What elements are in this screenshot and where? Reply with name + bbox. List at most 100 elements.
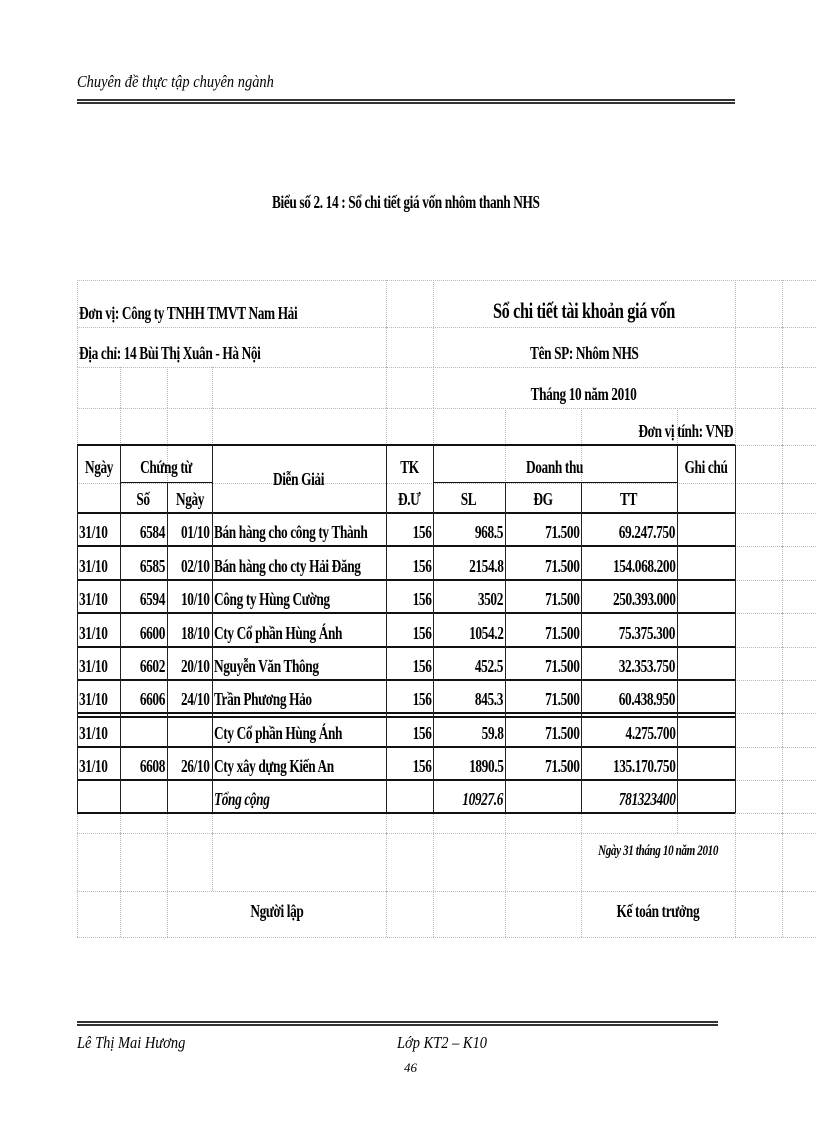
cell-date: 31/10 [79,589,108,609]
cell-amount: 32.353.750 [618,656,676,676]
cell-qty: 452.5 [474,656,503,676]
grid-line [735,833,736,891]
table-border [77,716,735,718]
grid-line [782,546,783,580]
grid-line [581,813,582,833]
cell-no: 6584 [139,522,166,542]
cell-price: 71.500 [544,589,580,609]
grid-line [212,813,213,833]
grid-line [77,833,78,891]
cell-qty: 968.5 [474,522,503,542]
col-price: ĐG [533,489,553,509]
grid-line [433,367,434,408]
grid-line [782,408,783,445]
table-border [77,445,78,813]
grid-line [120,408,121,445]
chief-accountant-label: Kế toán trưởng [616,901,700,921]
grid-line [77,408,78,445]
grid-line [677,408,678,445]
grid-line [433,813,434,833]
grid-line [782,580,783,613]
cell-qty: 3502 [477,589,504,609]
grid-line [505,408,506,445]
grid-line [782,813,783,833]
cell-no: 6594 [139,589,166,609]
cell-vdate: 10/10 [181,589,210,609]
cell-acc: 156 [412,689,431,709]
table-border [77,812,735,814]
cell-amount: 250.393.000 [612,589,675,609]
cell-desc: Trần Phương Hảo [214,689,312,709]
cell-desc: Bán hàng cho công ty Thành [214,522,368,542]
grid-line [505,445,506,483]
grid-line [735,813,736,833]
cell-date: 31/10 [79,623,108,643]
grid-line [77,367,78,408]
cell-price: 71.500 [544,689,580,709]
grid-line [167,891,168,937]
table-border [77,779,735,781]
col-account: TK [400,457,419,477]
cell-amount: 75.375.300 [618,623,676,643]
period: Tháng 10 năm 2010 [531,384,637,404]
grid-line [167,367,168,408]
table-border [77,746,735,748]
footer-author: Lê Thị Mai Hương [77,1033,186,1052]
grid-line [782,513,783,546]
table-border [677,445,678,813]
cell-desc: Cty Cổ phần Hùng Ánh [214,623,343,643]
grid-line [77,367,816,368]
table-border [77,612,735,614]
grid-line [782,713,783,747]
cell-price: 71.500 [544,556,580,576]
table-border [120,482,212,483]
grid-line [167,813,168,833]
grid-line [782,780,783,813]
grid-line [505,833,506,891]
grid-line [735,280,736,327]
cell-vdate: 01/10 [181,522,210,542]
cell-date: 31/10 [79,723,108,743]
grid-line [433,891,434,937]
cell-desc: Nguyễn Văn Thông [214,656,319,676]
cell-desc: Công ty Hùng Cường [214,589,330,609]
cell-desc: Cty Cổ phần Hùng Ánh [214,723,343,743]
grid-line [782,367,783,408]
cell-amount: 60.438.950 [618,689,676,709]
grid-line [212,367,213,408]
table-border [120,445,121,813]
caption: Biểu số 2. 14 : Sổ chi tiết giá vốn nhôm… [272,192,540,212]
cell-acc: 156 [412,589,431,609]
col-description: Diễn Giải [273,468,325,489]
grid-line [120,833,121,891]
col-amount: TT [620,489,638,509]
preparer-label: Người lập [249,901,304,921]
cell-date: 31/10 [79,689,108,709]
grid-line [386,833,387,891]
table-border [77,646,735,648]
grid-line [581,891,582,937]
cell-no [120,713,167,747]
page-number: 46 [404,1060,417,1075]
grid-line [167,445,168,483]
grid-line [782,445,783,483]
cell-qty: 1890.5 [468,756,504,776]
cell-acc: 156 [412,656,431,676]
cell-price: 71.500 [544,656,580,676]
cell-date: 31/10 [79,656,108,676]
cell-qty: 2154.8 [468,556,504,576]
grid-line [386,280,387,327]
cell-desc: Bán hàng cho cty Hải Đăng [214,556,361,576]
grid-line [167,833,168,891]
grid-line [386,327,387,367]
table-border [77,679,735,681]
cell-date: 31/10 [79,756,108,776]
grid-line [386,408,387,445]
cell-vdate [167,713,212,747]
grid-line [505,813,506,833]
grid-line [386,891,387,937]
cell-qty: 845.3 [474,689,503,709]
running-title: Chuyên đề thực tập chuyên ngành [77,72,274,91]
cell-no: 6606 [139,689,166,709]
table-border [77,579,735,581]
